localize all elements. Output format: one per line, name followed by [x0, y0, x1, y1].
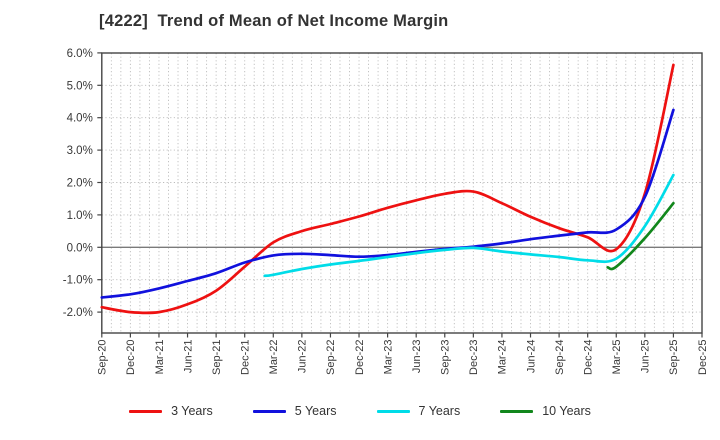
- svg-text:Mar-24: Mar-24: [497, 340, 509, 375]
- svg-text:1.0%: 1.0%: [67, 210, 93, 222]
- legend-line-swatch: [129, 409, 163, 413]
- svg-text:5.0%: 5.0%: [67, 80, 93, 92]
- svg-text:Mar-23: Mar-23: [382, 340, 394, 375]
- legend-item: 5 Years: [252, 404, 337, 418]
- svg-text:Mar-21: Mar-21: [154, 340, 166, 375]
- legend-item: 10 Years: [500, 404, 591, 418]
- svg-text:Dec-25: Dec-25: [697, 340, 709, 375]
- svg-text:Sep-23: Sep-23: [440, 340, 452, 375]
- svg-text:Jun-23: Jun-23: [411, 340, 423, 374]
- svg-text:Sep-22: Sep-22: [325, 340, 337, 375]
- svg-text:6.0%: 6.0%: [67, 48, 93, 60]
- chart-title: [4222] Trend of Mean of Net Income Margi…: [99, 12, 449, 30]
- svg-text:Dec-22: Dec-22: [354, 340, 366, 375]
- legend-line-swatch: [252, 409, 286, 413]
- svg-text:Dec-23: Dec-23: [468, 340, 480, 375]
- svg-text:2.0%: 2.0%: [67, 178, 93, 190]
- svg-text:Sep-21: Sep-21: [211, 340, 223, 375]
- svg-text:Dec-24: Dec-24: [582, 340, 594, 375]
- svg-text:Jun-21: Jun-21: [182, 340, 194, 374]
- legend-label: 5 Years: [294, 404, 337, 418]
- svg-text:Dec-21: Dec-21: [240, 340, 252, 375]
- svg-text:-1.0%: -1.0%: [63, 275, 93, 287]
- chart-legend: 3 Years 5 Years 7 Years 10 Years: [0, 404, 720, 418]
- svg-text:Sep-25: Sep-25: [668, 340, 680, 375]
- legend-label: 10 Years: [542, 404, 591, 418]
- legend-line-swatch: [500, 409, 534, 413]
- svg-text:Sep-20: Sep-20: [97, 340, 109, 375]
- svg-text:Mar-22: Mar-22: [268, 340, 280, 375]
- svg-text:0.0%: 0.0%: [67, 242, 93, 254]
- svg-text:-2.0%: -2.0%: [63, 307, 93, 319]
- svg-text:Mar-25: Mar-25: [611, 340, 623, 375]
- legend-item: 3 Years: [129, 404, 213, 418]
- legend-label: 7 Years: [418, 404, 461, 418]
- legend-item: 7 Years: [376, 404, 461, 418]
- svg-text:Dec-20: Dec-20: [125, 340, 137, 375]
- svg-text:Sep-24: Sep-24: [554, 340, 566, 375]
- svg-text:Jun-25: Jun-25: [640, 340, 652, 374]
- legend-label: 3 Years: [171, 404, 213, 418]
- svg-text:3.0%: 3.0%: [67, 145, 93, 157]
- svg-text:Jun-22: Jun-22: [297, 340, 309, 374]
- svg-text:4.0%: 4.0%: [67, 113, 93, 125]
- svg-text:Jun-24: Jun-24: [525, 340, 537, 374]
- legend-line-swatch: [376, 409, 410, 413]
